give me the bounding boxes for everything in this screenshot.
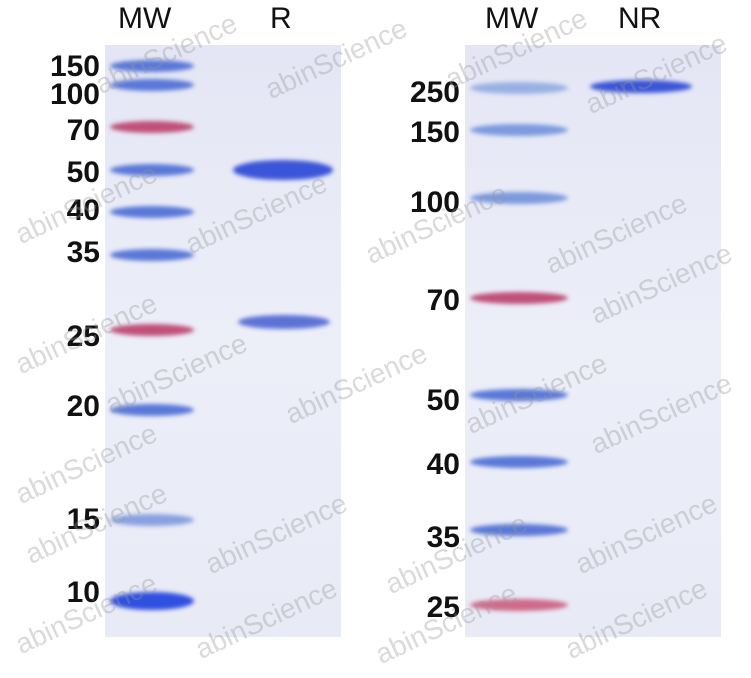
non-reduced-band	[590, 80, 692, 93]
left-marker-label: 10	[66, 576, 100, 609]
right-marker-label: 35	[426, 521, 460, 554]
right-marker-label: 250	[409, 76, 460, 109]
right-marker-label: 40	[426, 448, 460, 481]
left-marker-band	[110, 79, 194, 91]
left-marker-band	[110, 164, 194, 176]
left-marker-label: 20	[66, 390, 100, 423]
right-marker-band	[470, 599, 568, 611]
right-marker-label: 100	[409, 186, 460, 219]
reduced-heavy-chain-band	[233, 160, 333, 180]
right-marker-label: 150	[409, 116, 460, 149]
left-marker-label: 25	[66, 320, 100, 353]
right-marker-band	[470, 292, 568, 304]
left-r-header: R	[270, 2, 292, 35]
left-marker-label: 35	[66, 236, 100, 269]
right-marker-band	[470, 389, 568, 401]
right-gel	[465, 45, 721, 637]
left-marker-band	[110, 592, 194, 610]
right-mw-header: MW	[485, 2, 539, 35]
left-marker-band	[110, 206, 194, 218]
left-marker-band	[110, 121, 194, 133]
left-marker-band	[110, 60, 194, 72]
right-marker-band	[470, 82, 568, 94]
left-marker-band	[110, 404, 194, 416]
left-marker-label: 15	[66, 503, 100, 536]
right-nr-header: NR	[618, 2, 662, 35]
left-marker-label: 100	[49, 78, 100, 111]
left-marker-band	[110, 249, 194, 261]
left-mw-header: MW	[118, 2, 172, 35]
right-marker-band	[470, 456, 568, 468]
left-marker-label: 150	[49, 50, 100, 83]
reduced-light-chain-band	[238, 315, 330, 329]
left-marker-label: 70	[66, 114, 100, 147]
left-marker-label: 50	[66, 156, 100, 189]
right-marker-band	[470, 124, 568, 136]
left-marker-band	[110, 324, 194, 336]
left-marker-label: 40	[66, 194, 100, 227]
left-marker-band	[110, 514, 194, 526]
right-marker-band	[470, 192, 568, 204]
right-marker-band	[470, 524, 568, 536]
right-marker-label: 25	[426, 591, 460, 624]
left-gel	[105, 45, 341, 637]
right-marker-label: 70	[426, 284, 460, 317]
right-marker-label: 50	[426, 384, 460, 417]
